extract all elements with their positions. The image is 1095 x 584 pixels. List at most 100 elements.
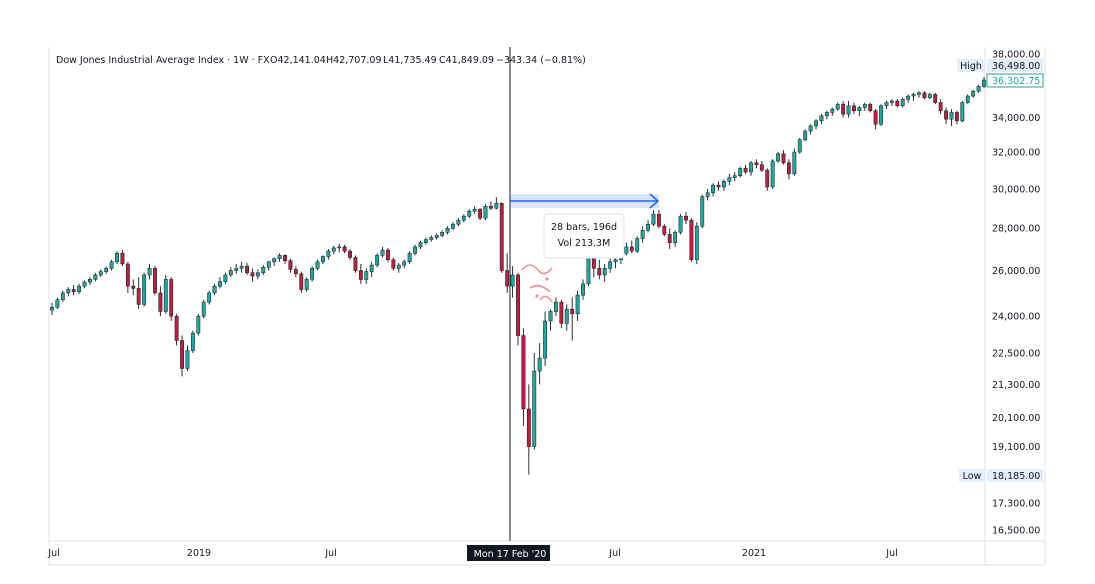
candle-body-up [581, 283, 585, 296]
candle [917, 91, 921, 98]
candle-body-up [402, 261, 407, 266]
candle-body-down [570, 308, 575, 315]
candle-body-up [223, 274, 228, 282]
candle [185, 345, 190, 372]
candle-body-up [472, 208, 477, 212]
candle [516, 272, 520, 346]
candle [705, 188, 710, 201]
candle [570, 297, 575, 341]
change-value: −343.34 (−0.81%) [496, 55, 586, 66]
chart-header: Dow Jones Industrial Average Index · 1W … [56, 55, 586, 66]
measure-arrow-head-icon [649, 193, 660, 209]
candle [494, 197, 499, 210]
candle [66, 287, 71, 297]
candle [386, 247, 390, 262]
candle-body-up [321, 256, 325, 263]
candle-body-up [808, 125, 813, 132]
price-tick-label: 28,000.00 [992, 224, 1040, 235]
candle-body-down [684, 215, 688, 221]
candle [944, 107, 948, 125]
price-tick-label: 21,300.00 [992, 380, 1040, 391]
candle [927, 92, 932, 100]
candle-body-up [207, 292, 212, 303]
candle-body-up [98, 271, 103, 276]
candle [391, 257, 396, 271]
candle [646, 220, 650, 233]
crosshair-date-bg [467, 545, 550, 561]
candle-body-up [418, 242, 423, 248]
candle-body-up [82, 281, 87, 287]
time-axis[interactable]: Jul 2019 Jul Jul 2021 Jul Mon 17 Feb '20 [47, 545, 898, 561]
candle [727, 173, 732, 186]
candle [98, 269, 103, 278]
candle-body-down [597, 268, 602, 276]
candle [310, 266, 315, 282]
candle-body-up [906, 95, 911, 100]
candle [104, 266, 109, 274]
candle [960, 100, 965, 123]
candle-body-up [727, 177, 732, 182]
candle-body-down [499, 203, 504, 271]
candle-body-up [326, 250, 331, 257]
candle-body-up [721, 181, 726, 188]
candle [50, 303, 54, 316]
price-tick-label: 24,000.00 [992, 312, 1040, 323]
candle [808, 124, 813, 135]
candle [743, 164, 748, 174]
candle [830, 107, 835, 116]
candle-body-up [423, 239, 428, 243]
time-tick-label: 2019 [187, 548, 211, 559]
candle [315, 259, 320, 271]
candle [250, 268, 255, 282]
candle [77, 283, 82, 295]
price-tick-label: 20,100.00 [992, 413, 1040, 424]
measure-info-box: 28 bars, 196d Vol 213.3M [543, 213, 625, 259]
candle-body-up [646, 223, 650, 231]
candle [852, 102, 856, 115]
candle-body-down [386, 249, 390, 260]
price-tick-label: 26,000.00 [992, 266, 1040, 277]
candle [293, 266, 298, 278]
price-axis[interactable]: 38,000.00 34,000.00 32,000.00 30,000.00 28,0… [992, 50, 1040, 537]
candle-body-up [93, 274, 98, 280]
candle [889, 99, 894, 106]
candle [581, 279, 585, 300]
candle [700, 194, 705, 229]
candle-body-down [922, 92, 927, 98]
candle [163, 274, 168, 314]
candle [510, 266, 515, 298]
candle-body-down [933, 94, 938, 103]
candle-body-up [375, 255, 380, 266]
candle-body-up [315, 261, 320, 269]
candle [678, 214, 683, 235]
candle [60, 290, 65, 303]
time-tick-label: Jul [608, 548, 620, 559]
candle-body-down [283, 255, 287, 261]
candle [499, 202, 504, 273]
candle [396, 262, 401, 273]
candle [467, 209, 472, 219]
candle-body-down [342, 246, 347, 252]
candle-body-down [895, 100, 900, 107]
candle-body-up [212, 285, 217, 294]
candle-body-up [732, 175, 737, 178]
candle [201, 299, 206, 319]
candle-body-up [434, 235, 439, 238]
price-tick-label: 19,100.00 [992, 442, 1040, 453]
candle-body-up [982, 79, 986, 87]
candle [662, 224, 667, 237]
candle [976, 84, 981, 93]
candle [353, 255, 358, 273]
candle-body-down [629, 246, 634, 252]
high-marker: High 36,498.00 [957, 59, 1043, 72]
watermark-logo [521, 264, 553, 303]
candle [212, 283, 217, 296]
candle-body-up [608, 261, 613, 269]
candle-body-up [190, 332, 195, 351]
candle-body-up [635, 238, 640, 252]
last-price-bg [986, 73, 1044, 88]
candle-body-up [272, 258, 277, 263]
candle [418, 240, 423, 249]
